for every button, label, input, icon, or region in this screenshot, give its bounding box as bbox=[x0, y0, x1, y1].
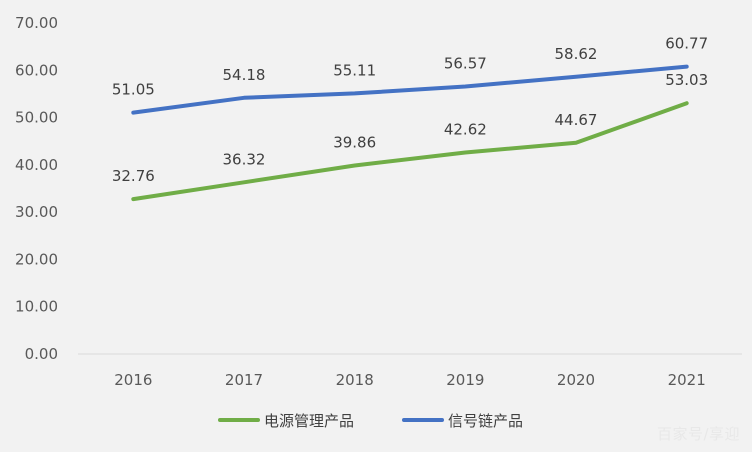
data-label: 56.57 bbox=[444, 55, 487, 73]
series-line-1 bbox=[131, 101, 689, 202]
x-axis: 2016 2017 2018 2019 2020 2021 bbox=[114, 371, 706, 389]
x-tick-label: 2018 bbox=[336, 371, 374, 389]
data-label: 53.03 bbox=[665, 71, 708, 89]
x-tick-label: 2019 bbox=[446, 371, 484, 389]
y-tick-label: 10.00 bbox=[15, 298, 58, 316]
data-label: 51.05 bbox=[112, 81, 155, 99]
y-tick-label: 30.00 bbox=[15, 203, 58, 221]
data-label: 32.76 bbox=[112, 167, 155, 185]
y-tick-label: 50.00 bbox=[15, 109, 58, 127]
y-tick-label: 0.00 bbox=[25, 345, 58, 363]
legend-label-2: 信号链产品 bbox=[448, 412, 523, 430]
watermark: 百家号/享迎 bbox=[656, 425, 740, 443]
data-labels: 32.76 36.32 39.86 42.62 44.67 53.03 51.05 54.18… bbox=[112, 35, 708, 185]
data-label: 58.62 bbox=[555, 45, 598, 63]
legend: 电源管理产品 信号链产品 bbox=[218, 412, 523, 430]
data-label: 60.77 bbox=[665, 35, 708, 53]
data-label: 54.18 bbox=[223, 66, 266, 84]
y-tick-label: 60.00 bbox=[15, 61, 58, 79]
legend-label-1: 电源管理产品 bbox=[264, 412, 354, 430]
y-tick-label: 20.00 bbox=[15, 250, 58, 268]
x-tick-label: 2017 bbox=[225, 371, 263, 389]
y-tick-label: 70.00 bbox=[15, 14, 58, 32]
series-line-2 bbox=[131, 64, 689, 115]
data-label: 55.11 bbox=[333, 61, 376, 79]
data-label: 39.86 bbox=[333, 134, 376, 152]
y-axis: 0.00 10.00 20.00 30.00 40.00 50.00 60.00 70.00 bbox=[15, 14, 58, 363]
series-layer bbox=[131, 64, 689, 202]
data-label: 44.67 bbox=[555, 111, 598, 129]
x-tick-label: 2020 bbox=[557, 371, 595, 389]
data-label: 42.62 bbox=[444, 120, 487, 138]
data-label: 36.32 bbox=[223, 150, 266, 168]
x-tick-label: 2016 bbox=[114, 371, 152, 389]
x-tick-label: 2021 bbox=[668, 371, 706, 389]
y-tick-label: 40.00 bbox=[15, 156, 58, 174]
